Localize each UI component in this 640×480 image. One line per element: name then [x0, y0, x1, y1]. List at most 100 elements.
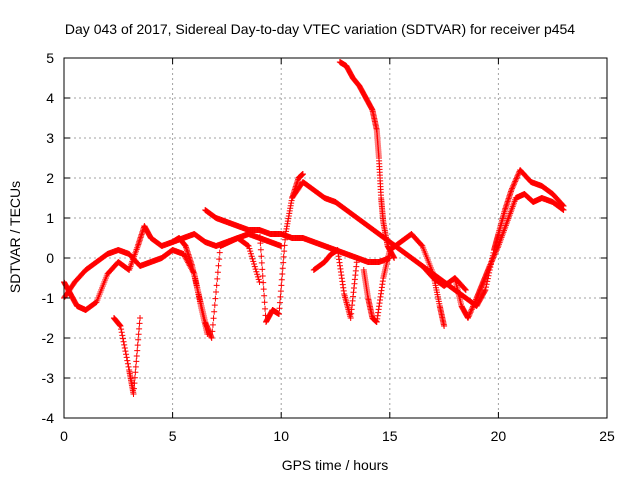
data-point [256, 279, 263, 285]
y-tick-label: 2 [46, 170, 54, 186]
y-tick-label: 1 [46, 210, 54, 226]
data-point [258, 259, 265, 266]
x-tick-label: 10 [273, 428, 289, 444]
data-point [494, 244, 501, 251]
data-point [469, 303, 476, 310]
data-point [258, 253, 265, 260]
data-point [254, 273, 261, 280]
data-point [216, 249, 223, 256]
data-point [255, 276, 262, 283]
x-tick-label: 20 [491, 428, 507, 444]
data-point [249, 255, 256, 262]
y-tick-label: 4 [46, 90, 54, 106]
data-point [508, 187, 515, 193]
data-point [282, 236, 289, 243]
series-sat-h [310, 247, 361, 321]
data-point [121, 345, 128, 351]
data-point [281, 242, 288, 249]
y-axis-label: SDTVAR / TECUs [7, 181, 23, 293]
data-point [123, 354, 130, 361]
series-sat-l [451, 191, 567, 321]
series-sat-k [419, 167, 567, 309]
data-point [261, 299, 268, 306]
data-point [215, 262, 222, 269]
series-sat-i [336, 59, 398, 261]
data-point [252, 266, 259, 273]
data-point [244, 242, 251, 249]
data-point [468, 307, 475, 314]
data-point [491, 253, 498, 259]
y-tick-label: 3 [46, 130, 54, 146]
data-point [509, 184, 516, 191]
data-point [278, 282, 285, 289]
data-point [257, 240, 264, 247]
data-point [472, 297, 479, 304]
data-point [130, 385, 137, 392]
data-point [123, 351, 130, 358]
data-point [488, 258, 495, 265]
series-sat-d [169, 231, 285, 341]
data-point [462, 286, 469, 293]
data-point [467, 309, 474, 316]
series-sat-b [110, 315, 144, 397]
data-point [259, 266, 266, 273]
data-point [253, 268, 260, 275]
data-point [214, 269, 221, 276]
data-point [209, 328, 216, 335]
x-tick-labels: 0 5 10 15 20 25 [60, 428, 615, 444]
data-point [261, 292, 268, 299]
data-point [276, 311, 283, 317]
data-point [391, 255, 398, 261]
y-tick-label: -1 [42, 290, 55, 306]
data-point [276, 299, 283, 306]
series-sat-a [61, 223, 263, 313]
x-tick-label: 15 [382, 428, 398, 444]
series-sat-f [256, 171, 306, 325]
series-sat-e [202, 207, 393, 265]
data-point [493, 247, 500, 254]
data-point [132, 363, 139, 370]
data-point [118, 326, 125, 333]
series-sat-g [289, 179, 469, 293]
data-point [487, 261, 494, 268]
x-tick-label: 25 [599, 428, 615, 444]
data-point [135, 331, 142, 338]
data-point [251, 263, 258, 270]
data-point [469, 305, 476, 311]
data-point [117, 323, 124, 329]
data-point [260, 286, 267, 293]
data-point [256, 233, 263, 240]
data-point [278, 243, 285, 249]
data-point [260, 279, 267, 286]
data-point [489, 255, 496, 262]
data-point [487, 260, 494, 267]
data-point [279, 271, 286, 277]
data-point [462, 287, 469, 293]
data-point [208, 335, 215, 341]
data-point [213, 289, 220, 295]
data-point [248, 253, 255, 260]
data-point [514, 174, 521, 181]
data-point [121, 341, 128, 348]
data-point [136, 325, 143, 332]
grid-lines [64, 58, 607, 418]
data-point [246, 245, 253, 252]
data-point [257, 246, 264, 253]
data-point [492, 248, 499, 255]
data-point [441, 323, 448, 329]
data-point [212, 295, 219, 302]
chart-title: Day 043 of 2017, Sidereal Day-to-day VTE… [65, 21, 575, 37]
data-point [247, 250, 254, 257]
data-points [61, 59, 567, 397]
data-point [276, 305, 283, 312]
data-point [250, 258, 257, 265]
data-point [510, 182, 517, 189]
x-tick-label: 5 [169, 428, 177, 444]
data-point [280, 253, 287, 260]
data-point [131, 380, 138, 387]
y-tick-label: 5 [46, 50, 54, 66]
data-point [489, 257, 496, 264]
data-point [481, 288, 488, 295]
x-tick-label: 0 [60, 428, 68, 444]
